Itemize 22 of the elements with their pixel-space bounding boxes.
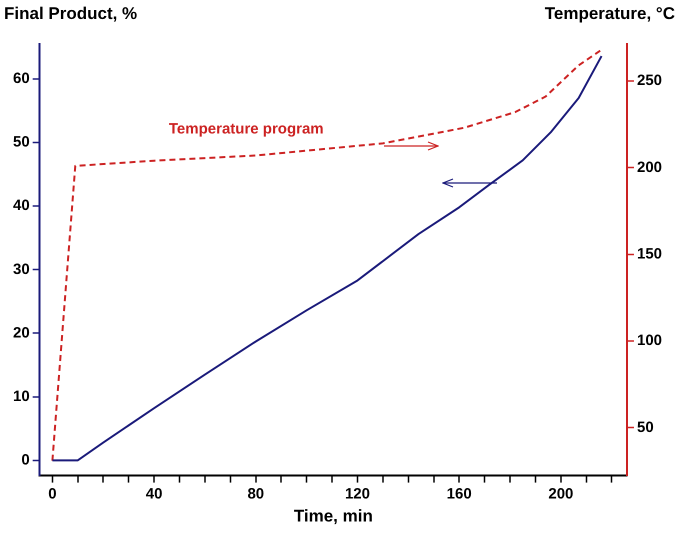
y2-tick-label: 50 bbox=[636, 418, 654, 436]
y-tick-label: 20 bbox=[12, 324, 30, 342]
y-tick-label: 30 bbox=[12, 260, 30, 278]
y-tick-label: 0 bbox=[21, 451, 30, 468]
annotation: Temperature program bbox=[168, 120, 324, 138]
y2-axis-title: Temperature, °C bbox=[544, 4, 675, 24]
x-tick-label: 120 bbox=[344, 486, 370, 503]
y-tick-label: 60 bbox=[12, 70, 30, 88]
x-tick-label: 160 bbox=[446, 486, 472, 503]
y-tick-label: 40 bbox=[12, 197, 30, 214]
y2-tick-label: 200 bbox=[636, 158, 662, 176]
y-axis-title: Final Product, % bbox=[4, 4, 138, 24]
y-tick-label: 10 bbox=[12, 388, 30, 405]
y2-tick-label: 250 bbox=[636, 72, 662, 90]
x-tick-label: 200 bbox=[548, 486, 574, 503]
y2-tick-label: 100 bbox=[636, 332, 662, 350]
x-axis-title: Time, min bbox=[294, 506, 373, 526]
x-tick-label: 80 bbox=[247, 486, 264, 503]
x-tick-label: 0 bbox=[48, 486, 57, 503]
y-tick-label: 50 bbox=[12, 134, 30, 151]
x-tick-label: 40 bbox=[146, 486, 162, 503]
y2-tick-label: 150 bbox=[636, 245, 662, 262]
